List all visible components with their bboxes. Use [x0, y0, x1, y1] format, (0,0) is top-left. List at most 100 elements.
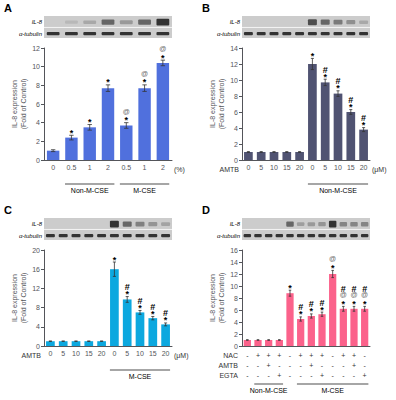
svg-text:IL-8: IL-8 — [32, 221, 43, 227]
svg-text:*: * — [331, 263, 335, 273]
svg-text:(%): (%) — [174, 166, 185, 174]
svg-text:@: @ — [141, 70, 148, 77]
svg-text:+: + — [299, 352, 303, 359]
svg-text:0: 0 — [36, 343, 40, 350]
svg-text:#: # — [298, 302, 303, 312]
svg-text:8: 8 — [36, 82, 40, 89]
svg-text:8: 8 — [234, 93, 238, 100]
svg-text:α-tubulin: α-tubulin — [19, 233, 43, 239]
svg-text:1: 1 — [143, 164, 147, 171]
svg-text:0: 0 — [310, 164, 314, 171]
svg-text:16: 16 — [32, 266, 40, 273]
svg-text:C: C — [4, 204, 12, 216]
svg-text:5: 5 — [125, 350, 129, 357]
svg-text:10: 10 — [270, 164, 278, 171]
svg-text:0.5: 0.5 — [121, 164, 131, 171]
svg-text:-: - — [331, 352, 334, 359]
svg-text:-: - — [331, 372, 334, 379]
svg-text:IL-8: IL-8 — [32, 19, 43, 25]
svg-text:(Fold of Control): (Fold of Control) — [218, 79, 226, 130]
svg-text:M-CSE: M-CSE — [321, 387, 344, 394]
svg-text:+: + — [341, 352, 345, 359]
svg-text:IL-8: IL-8 — [230, 19, 241, 25]
svg-text:IL-8 expression: IL-8 expression — [11, 80, 19, 128]
svg-text:15: 15 — [149, 350, 157, 357]
svg-text:+: + — [277, 352, 281, 359]
svg-text:20: 20 — [360, 164, 368, 171]
svg-text:@: @ — [159, 45, 166, 52]
svg-text:-: - — [289, 362, 292, 369]
svg-text:NAC: NAC — [223, 352, 238, 359]
svg-text:#: # — [361, 113, 366, 123]
svg-text:0: 0 — [246, 164, 250, 171]
svg-text:#: # — [351, 284, 356, 294]
svg-text:#: # — [150, 302, 155, 312]
svg-text:*: * — [342, 299, 346, 309]
svg-text:8: 8 — [36, 304, 40, 311]
svg-text:+: + — [320, 372, 324, 379]
svg-text:@: @ — [329, 255, 336, 262]
svg-text:α-tubulin: α-tubulin — [19, 31, 43, 37]
svg-text:14: 14 — [230, 45, 238, 52]
svg-text:12: 12 — [230, 61, 238, 68]
svg-text:AMTB: AMTB — [219, 362, 239, 369]
svg-text:AMTB: AMTB — [22, 352, 42, 359]
svg-text:16: 16 — [230, 247, 238, 254]
svg-text:+: + — [352, 352, 356, 359]
svg-text:+: + — [309, 362, 313, 369]
svg-text:10: 10 — [72, 350, 80, 357]
svg-text:4: 4 — [36, 323, 40, 330]
svg-text:*: * — [352, 299, 356, 309]
svg-text:M-CSE: M-CSE — [133, 187, 156, 194]
svg-text:IL-8 expression: IL-8 expression — [209, 274, 217, 322]
svg-text:-: - — [321, 362, 324, 369]
svg-text:D: D — [202, 204, 210, 216]
svg-text:*: * — [311, 51, 315, 61]
svg-text:-: - — [257, 362, 260, 369]
svg-text:4: 4 — [36, 119, 40, 126]
svg-text:α-tubulin: α-tubulin — [217, 233, 241, 239]
svg-text:0: 0 — [36, 157, 40, 164]
svg-text:10: 10 — [32, 63, 40, 70]
svg-text:*: * — [288, 283, 292, 293]
svg-text:15: 15 — [85, 350, 93, 357]
svg-text:-: - — [342, 372, 345, 379]
svg-text:-: - — [278, 362, 281, 369]
svg-text:4: 4 — [234, 125, 238, 132]
svg-text:5: 5 — [323, 164, 327, 171]
svg-text:#: # — [137, 296, 142, 306]
svg-text:-: - — [299, 362, 302, 369]
svg-text:8: 8 — [234, 295, 238, 302]
svg-text:-: - — [353, 372, 356, 379]
svg-text:5: 5 — [61, 350, 65, 357]
svg-text:1: 1 — [88, 164, 92, 171]
svg-text:*: * — [161, 53, 165, 63]
svg-text:0: 0 — [112, 350, 116, 357]
svg-text:2: 2 — [36, 138, 40, 145]
svg-text:10: 10 — [230, 77, 238, 84]
svg-text:-: - — [363, 362, 366, 369]
svg-text:+: + — [363, 372, 367, 379]
svg-text:#: # — [348, 95, 353, 105]
svg-text:12: 12 — [32, 285, 40, 292]
svg-text:2: 2 — [106, 164, 110, 171]
svg-text:+: + — [256, 352, 260, 359]
svg-text:10: 10 — [230, 283, 238, 290]
svg-text:α-tubulin: α-tubulin — [217, 31, 241, 37]
svg-text:B: B — [202, 2, 210, 14]
svg-text:4: 4 — [234, 319, 238, 326]
svg-text:(μM): (μM) — [372, 166, 387, 174]
svg-text:(μM): (μM) — [174, 352, 189, 360]
svg-text:#: # — [319, 298, 324, 308]
svg-text:0.5: 0.5 — [67, 164, 77, 171]
svg-text:-: - — [257, 372, 260, 379]
svg-text:6: 6 — [234, 307, 238, 314]
svg-text:-: - — [363, 352, 366, 359]
svg-text:(Fold of Control): (Fold of Control) — [218, 273, 226, 324]
svg-text:5: 5 — [259, 164, 263, 171]
svg-text:-: - — [246, 362, 249, 369]
svg-text:-: - — [310, 372, 313, 379]
svg-text:IL-8 expression: IL-8 expression — [209, 80, 217, 128]
svg-text:6: 6 — [36, 101, 40, 108]
svg-text:-: - — [267, 372, 270, 379]
